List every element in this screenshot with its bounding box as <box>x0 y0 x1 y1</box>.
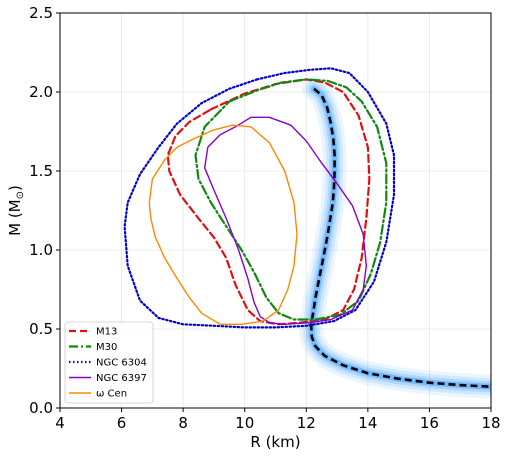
y-axis-title-subscript: ⊙ <box>15 191 26 199</box>
x-tick-label-5: 14 <box>358 414 377 432</box>
y-tick-label-4: 2.0 <box>29 83 53 101</box>
legend-label-1: M30 <box>96 342 117 353</box>
y-axis-title-close: ) <box>6 185 24 191</box>
y-tick-label-3: 1.5 <box>29 162 53 180</box>
x-tick-label-0: 4 <box>55 414 65 432</box>
x-tick-label-2: 8 <box>178 414 188 432</box>
series-m13-line <box>166 78 371 326</box>
y-axis-ticks: 0.0 0.5 1.0 1.5 2.0 2.5 <box>29 4 60 417</box>
legend-label-4: ω Cen <box>96 389 127 400</box>
legend-box <box>64 321 154 404</box>
plot-frame <box>59 12 492 409</box>
y-tick-label-0: 0.0 <box>29 399 53 417</box>
x-tick-label-6: 16 <box>420 414 439 432</box>
series-ngc-6397-line <box>203 116 367 325</box>
x-tick-label-4: 12 <box>297 414 316 432</box>
legend-label-3: NGC 6397 <box>96 373 147 384</box>
series-ngc-6304-line <box>123 67 396 329</box>
legend-label-2: NGC 6304 <box>96 358 147 369</box>
x-tick-label-3: 10 <box>235 414 254 432</box>
x-axis-title: R (km) <box>250 433 300 451</box>
y-tick-label-5: 2.5 <box>29 4 53 22</box>
x-tick-label-7: 18 <box>481 414 500 432</box>
legend: M13 M30 NGC 6304 NGC 6397 ω Cen <box>64 321 154 404</box>
legend-label-0: M13 <box>96 327 117 338</box>
x-tick-label-1: 6 <box>117 414 127 432</box>
band-center-line <box>309 87 491 388</box>
y-axis-title: M (M⊙) <box>6 185 26 236</box>
mass-radius-band <box>299 76 491 399</box>
series-m30-line <box>194 78 388 321</box>
y-tick-label-2: 1.0 <box>29 241 53 259</box>
series-group <box>123 67 396 329</box>
y-tick-label-1: 0.5 <box>29 320 53 338</box>
x-axis-ticks: 4 6 8 10 12 14 16 18 <box>55 408 501 432</box>
series--cen-line <box>148 124 298 325</box>
